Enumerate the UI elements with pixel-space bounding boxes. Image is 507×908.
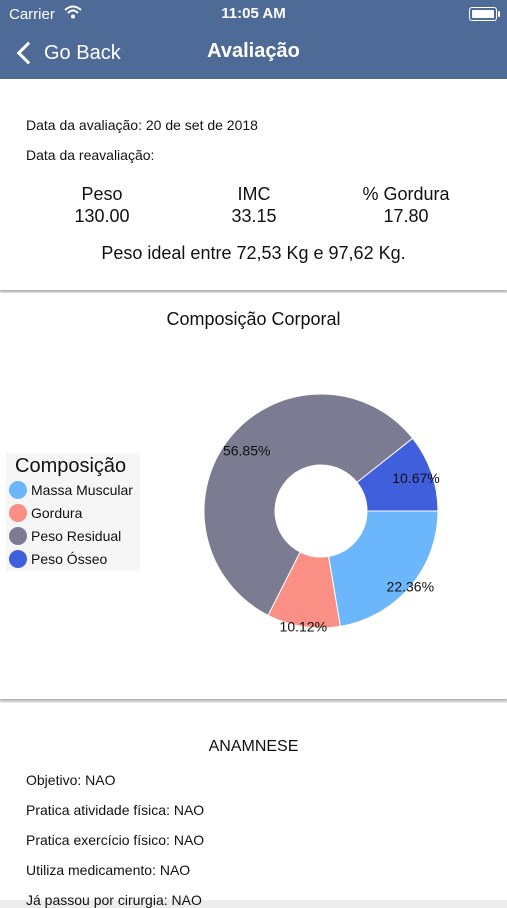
navigation-bar: Carrier 11:05 AM Go Back Avaliação (0, 0, 507, 79)
slice-value-label: 56.85% (223, 442, 270, 458)
slice-value-label: 10.12% (280, 619, 327, 635)
legend-item-gordura: Gordura (9, 503, 82, 523)
stat-value: 17.80 (383, 206, 429, 226)
stat-label: Peso (81, 184, 123, 204)
status-bar: Carrier 11:05 AM (0, 0, 507, 28)
evaluation-card: Data da avaliação: 20 de set de 2018 Dat… (0, 79, 507, 290)
carrier-label: Carrier (9, 6, 55, 23)
stat-peso: Peso 130.00 (32, 183, 172, 227)
anamnese-item: Pratica exercício físico: NAO (26, 832, 205, 848)
legend-label: Massa Muscular (31, 482, 133, 498)
slice-value-label: 22.36% (387, 579, 434, 595)
anamnese-item: Objetivo: NAO (26, 772, 116, 788)
go-back-button[interactable]: Go Back (14, 38, 121, 68)
anamnese-item: Utiliza medicamento: NAO (26, 862, 191, 878)
composition-title: Composição Corporal (166, 309, 341, 329)
battery-icon (469, 7, 500, 21)
legend-swatch (9, 527, 27, 545)
page-title: Avaliação (207, 40, 300, 62)
legend-item-peso-residual: Peso Residual (9, 526, 121, 546)
legend-item-massa-muscular: Massa Muscular (9, 480, 133, 500)
anamnese-title: ANAMNESE (208, 738, 299, 755)
legend-label: Peso Ósseo (31, 551, 108, 567)
composition-card: Composição Corporal Composição Massa Mus… (0, 293, 507, 699)
chart-legend: Composição Massa Muscular Gordura Peso R… (6, 453, 140, 571)
slice-peso-osseo (356, 437, 439, 512)
slice-massa-muscular (328, 510, 439, 627)
legend-swatch (9, 481, 27, 499)
anamnese-item: Já passou por cirurgia: NAO (26, 892, 202, 908)
stat-value: 33.15 (231, 206, 277, 226)
stat-gordura: % Gordura 17.80 (336, 183, 476, 227)
composition-donut-chart: 22.36% 10.12% 56.85% 10.67% (203, 393, 440, 635)
ideal-weight: Peso ideal entre 72,53 Kg e 97,62 Kg. (101, 243, 406, 263)
clock: 11:05 AM (221, 5, 286, 22)
legend-swatch (9, 550, 27, 568)
stat-label: IMC (237, 184, 271, 204)
legend-swatch (9, 504, 27, 522)
stat-value: 130.00 (74, 206, 130, 226)
legend-title: Composição (15, 455, 127, 477)
legend-label: Peso Residual (31, 528, 122, 544)
legend-label: Gordura (31, 505, 83, 521)
reevaluation-date: Data da reavaliação: (26, 147, 155, 163)
evaluation-date: Data da avaliação: 20 de set de 2018 (26, 117, 258, 133)
slice-value-label: 10.67% (392, 470, 439, 486)
wifi-icon (64, 5, 82, 23)
legend-item-peso-osseo: Peso Ósseo (9, 549, 107, 569)
stat-imc: IMC 33.15 (184, 183, 324, 227)
stat-label: % Gordura (362, 184, 450, 204)
anamnese-card: ANAMNESE Objetivo: NAO Pratica atividade… (0, 703, 507, 908)
go-back-label: Go Back (44, 41, 121, 64)
slice-peso-residual (203, 393, 414, 616)
anamnese-item: Pratica atividade física: NAO (26, 802, 205, 818)
